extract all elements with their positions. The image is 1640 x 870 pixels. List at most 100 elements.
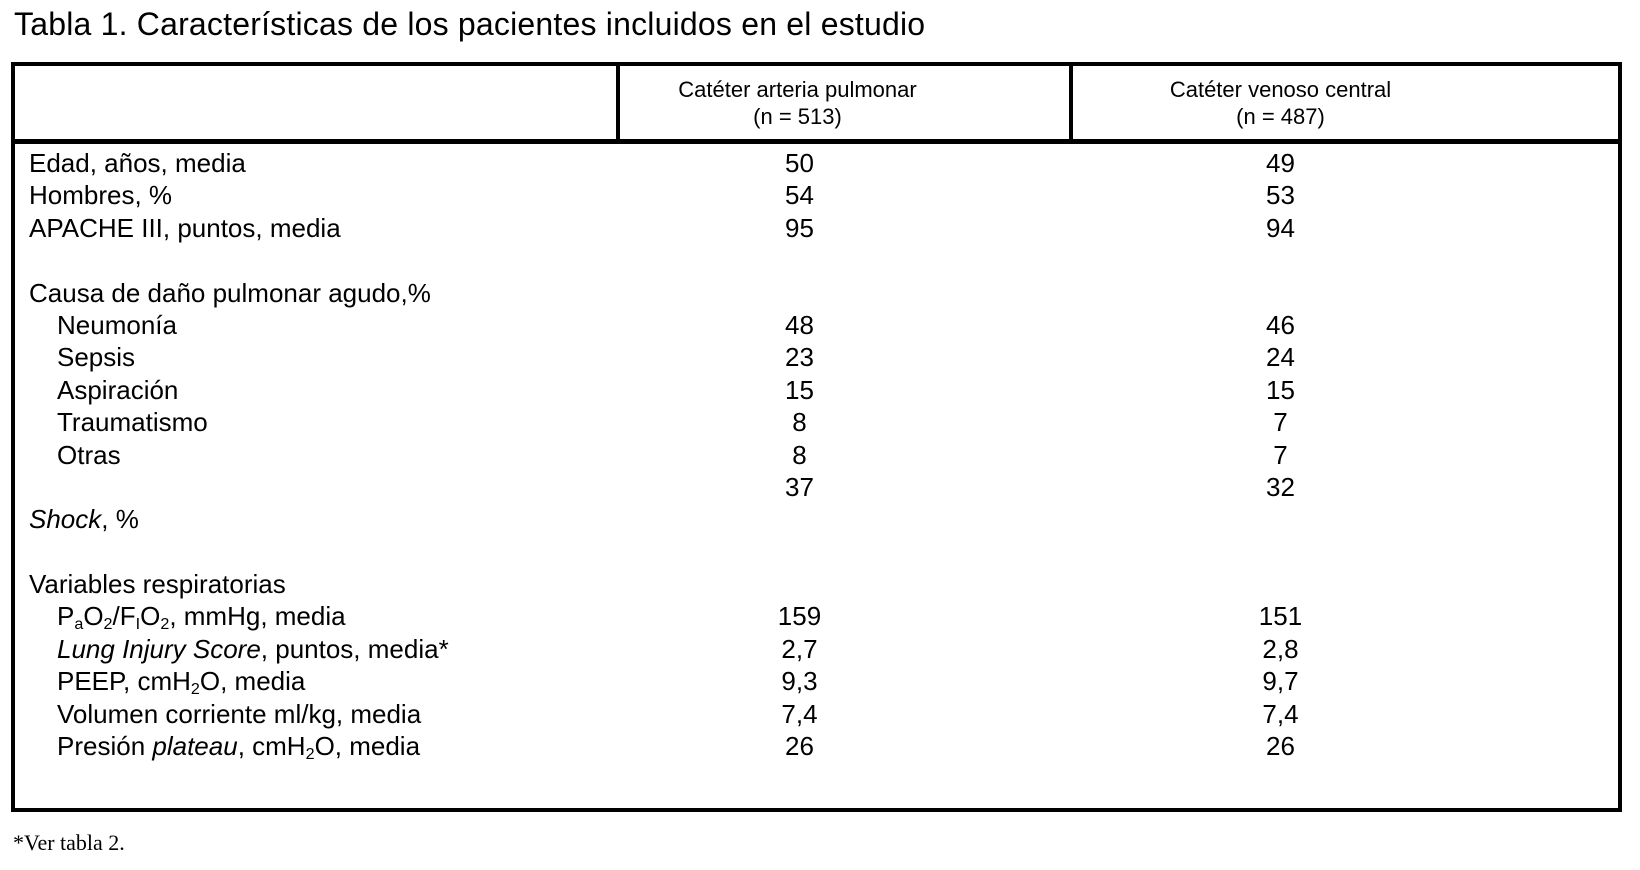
value-central-venous-catheter: 9,7 [1262,666,1299,697]
label-segment: Neumonía [57,309,177,340]
header-col-central-venous-catheter: Catéter venoso central (n = 487) [1069,66,1618,139]
table-body: Edad, años, media 50 49 Hombres, % 54 53 APACH… [15,144,1618,762]
row-label: Shock, % [15,503,620,535]
value-central-venous-catheter: 2,8 [1262,633,1299,664]
table-row: Aspiración 15 15 [15,374,1618,406]
label-segment: Presión [57,731,153,762]
table-row: Sepsis 23 24 [15,341,1618,373]
row-label: PEEP, cmH2O, media [15,665,620,697]
label-subscript: 2 [190,680,200,698]
value-pulmonary-artery-catheter: 159 [777,601,822,632]
label-segment: Lung Injury Score [57,633,261,664]
label-segment: O, media [314,731,421,762]
row-label: Traumatismo [15,406,620,438]
row-label: Sepsis [15,341,620,373]
table-row: 37 32 [15,471,1618,503]
value-central-venous-catheter [1073,277,1618,309]
table-row: Variables respiratorias [15,568,1618,600]
label-segment: , cmH [237,731,306,762]
value-central-venous-catheter: 94 [1266,212,1295,243]
label-segment: Shock [29,504,102,535]
label-segment: PEEP, cmH [57,666,191,697]
value-pulmonary-artery-catheter: 8 [792,439,807,470]
value-pulmonary-artery-catheter [620,568,1073,600]
value-central-venous-catheter: 7 [1273,439,1288,470]
value-pulmonary-artery-catheter: 26 [785,731,814,762]
spacer-row [15,536,1618,568]
characteristics-table: Catéter arteria pulmonar (n = 513) Catét… [11,62,1622,812]
table-row: PaO2/FIO2, mmHg, media 159 151 [15,600,1618,632]
table-header-row: Catéter arteria pulmonar (n = 513) Catét… [15,66,1618,144]
row-label: APACHE III, puntos, media [15,212,620,244]
value-pulmonary-artery-catheter: 37 [785,471,814,502]
header-col-pulmonary-artery-catheter: Catéter arteria pulmonar (n = 513) [616,66,1069,139]
label-segment: , % [101,504,139,535]
label-segment: Aspiración [57,374,179,405]
table-row: Volumen corriente ml/kg, media 7,4 7,4 [15,698,1618,730]
table-row: APACHE III, puntos, media 95 94 [15,212,1618,244]
label-segment: Edad, años, media [29,148,246,178]
row-label: Otras [15,439,620,471]
label-segment: Otras [57,439,121,470]
value-central-venous-catheter: 46 [1266,309,1295,340]
table-row: Shock, % [15,503,1618,535]
label-subscript: 2 [103,615,113,633]
row-label: Variables respiratorias [15,568,620,600]
header-col-central-venous-catheter-n: (n = 487) [1236,103,1325,129]
table-row: Otras 8 7 [15,439,1618,471]
value-pulmonary-artery-catheter: 15 [785,374,814,405]
value-central-venous-catheter: 24 [1266,342,1295,373]
value-pulmonary-artery-catheter: 54 [785,180,814,211]
value-pulmonary-artery-catheter: 9,3 [781,666,818,697]
table-title: Tabla 1. Características de los paciente… [14,6,926,42]
label-segment: Sepsis [57,342,136,373]
value-pulmonary-artery-catheter: 23 [785,342,814,373]
label-segment: Causa de daño pulmonar agudo,% [29,277,431,308]
value-pulmonary-artery-catheter: 8 [792,407,807,438]
value-pulmonary-artery-catheter: 2,7 [781,633,818,664]
header-empty-cell [15,66,616,139]
value-pulmonary-artery-catheter [620,277,1073,309]
label-segment: O [83,601,104,632]
row-label [15,471,620,503]
table-row: Hombres, % 54 53 [15,179,1618,211]
label-segment: Variables respiratorias [29,569,286,600]
value-pulmonary-artery-catheter: 50 [785,148,814,178]
label-segment: , puntos, media* [260,633,449,664]
value-pulmonary-artery-catheter: 7,4 [781,698,818,729]
row-label: PaO2/FIO2, mmHg, media [15,600,620,632]
row-label: Neumonía [15,309,620,341]
value-central-venous-catheter: 15 [1266,374,1295,405]
value-pulmonary-artery-catheter: 48 [785,309,814,340]
table-row: Neumonía 48 46 [15,309,1618,341]
value-central-venous-catheter: 49 [1266,148,1295,178]
value-pulmonary-artery-catheter [620,503,1073,535]
header-col-pulmonary-artery-catheter-n: (n = 513) [753,103,842,129]
label-segment: /F [112,601,136,632]
value-central-venous-catheter: 26 [1266,731,1295,762]
label-segment: O, media [199,666,306,697]
label-segment: Traumatismo [57,407,208,438]
label-segment: O [140,601,161,632]
table-row: Presión plateau, cmH2O, media 26 26 [15,730,1618,762]
table-row: Causa de daño pulmonar agudo,% [15,277,1618,309]
row-label: Hombres, % [15,179,620,211]
label-subscript: 2 [305,744,315,763]
label-segment: plateau [152,731,238,762]
table-row: Edad, años, media 50 49 [15,147,1618,179]
table-row: PEEP, cmH2O, media 9,3 9,7 [15,665,1618,697]
row-label: Lung Injury Score, puntos, media* [15,633,620,665]
row-label: Volumen corriente ml/kg, media [15,698,620,730]
row-label: Causa de daño pulmonar agudo,% [15,277,620,309]
value-central-venous-catheter: 7 [1273,407,1288,438]
table-row: Traumatismo 8 7 [15,406,1618,438]
value-central-venous-catheter: 151 [1258,601,1303,632]
value-central-venous-catheter [1073,568,1618,600]
label-segment: Volumen corriente ml/kg, media [57,698,422,729]
label-subscript: I [135,615,141,633]
row-label: Edad, años, media [15,147,620,179]
table-row: Lung Injury Score, puntos, media* 2,7 2,8 [15,633,1618,665]
footnote: *Ver tabla 2. [13,830,125,855]
label-subscript: a [74,615,84,633]
